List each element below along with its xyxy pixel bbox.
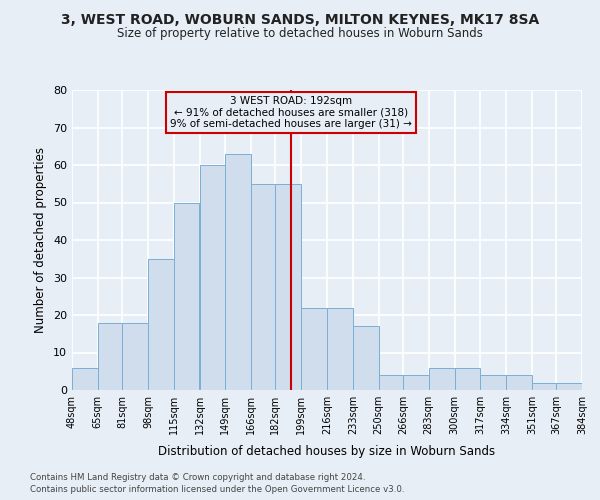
- Bar: [481, 375, 506, 390]
- Bar: [173, 202, 199, 390]
- Bar: [251, 184, 275, 390]
- Bar: [428, 368, 455, 390]
- Bar: [506, 375, 532, 390]
- Bar: [403, 375, 428, 390]
- Bar: [556, 382, 582, 390]
- Bar: [327, 308, 353, 390]
- Bar: [353, 326, 379, 390]
- Text: Contains public sector information licensed under the Open Government Licence v3: Contains public sector information licen…: [30, 485, 404, 494]
- Text: Contains HM Land Registry data © Crown copyright and database right 2024.: Contains HM Land Registry data © Crown c…: [30, 472, 365, 482]
- Y-axis label: Number of detached properties: Number of detached properties: [34, 147, 47, 333]
- Bar: [455, 368, 481, 390]
- Bar: [532, 382, 556, 390]
- Bar: [275, 184, 301, 390]
- Bar: [301, 308, 327, 390]
- Bar: [379, 375, 403, 390]
- Text: Size of property relative to detached houses in Woburn Sands: Size of property relative to detached ho…: [117, 28, 483, 40]
- Bar: [148, 259, 173, 390]
- Bar: [72, 368, 98, 390]
- Bar: [98, 322, 122, 390]
- Bar: [122, 322, 148, 390]
- Bar: [226, 154, 251, 390]
- X-axis label: Distribution of detached houses by size in Woburn Sands: Distribution of detached houses by size …: [158, 446, 496, 458]
- Text: 3 WEST ROAD: 192sqm
← 91% of detached houses are smaller (318)
9% of semi-detach: 3 WEST ROAD: 192sqm ← 91% of detached ho…: [170, 96, 412, 129]
- Text: 3, WEST ROAD, WOBURN SANDS, MILTON KEYNES, MK17 8SA: 3, WEST ROAD, WOBURN SANDS, MILTON KEYNE…: [61, 12, 539, 26]
- Bar: [199, 165, 226, 390]
